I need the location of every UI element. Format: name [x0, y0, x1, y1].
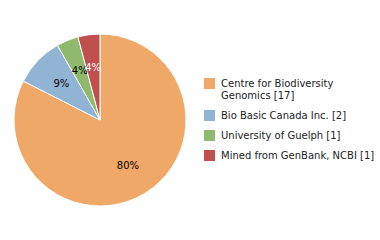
legend: Centre for BiodiversityGenomics [17] Bio …	[204, 78, 374, 161]
pie-slice	[14, 34, 186, 206]
legend-label: Mined from GenBank, NCBI [1]	[221, 150, 374, 161]
legend-swatch	[204, 110, 215, 121]
pie: 80%9%4%4%	[14, 34, 186, 206]
legend-swatch	[204, 150, 215, 161]
legend-item: Centre for BiodiversityGenomics [17]	[204, 78, 334, 101]
data-label: 80%	[117, 160, 139, 171]
pie-slice	[78, 34, 100, 120]
legend-item: Bio Basic Canada Inc. [2]	[204, 110, 346, 121]
legend-item: Mined from GenBank, NCBI [1]	[204, 150, 374, 161]
data-label: 4%	[85, 62, 101, 73]
legend-swatch	[204, 130, 215, 141]
data-label: 9%	[53, 78, 69, 89]
legend-label: Bio Basic Canada Inc. [2]	[221, 110, 346, 121]
legend-label: Centre for BiodiversityGenomics [17]	[221, 78, 334, 101]
legend-swatch	[204, 78, 215, 89]
legend-label: University of Guelph [1]	[221, 130, 341, 141]
chart: 80%9%4%4%Centre for BiodiversityGenomics…	[0, 0, 380, 240]
legend-item: University of Guelph [1]	[204, 130, 341, 141]
